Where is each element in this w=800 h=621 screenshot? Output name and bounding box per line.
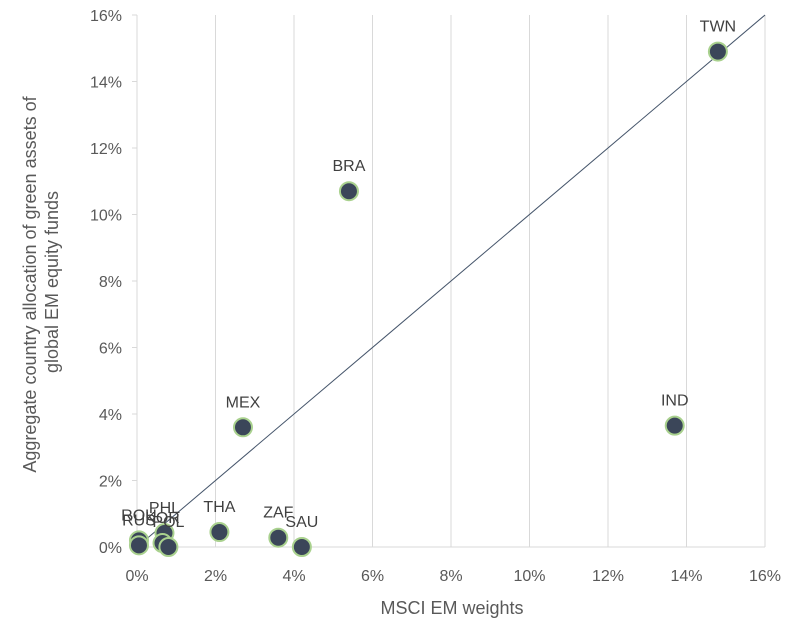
point-label-kor: KOR <box>145 510 180 527</box>
x-tick-label: 6% <box>361 568 384 585</box>
y-tick-label: 8% <box>99 274 122 291</box>
data-point-ind <box>664 415 685 436</box>
point-label-mex: MEX <box>226 394 261 411</box>
y-axis-title-line-1: Aggregate country allocation of green as… <box>20 95 40 472</box>
x-tick-label: 12% <box>592 568 624 585</box>
x-tick-label: 16% <box>749 568 781 585</box>
point-label-pol: POL <box>152 514 184 531</box>
y-tick-label: 6% <box>99 341 122 358</box>
point-label-twn: TWN <box>700 19 736 36</box>
y-tick-label: 14% <box>90 75 122 92</box>
x-tick-label: 8% <box>439 568 462 585</box>
point-label-sau: SAU <box>285 514 318 531</box>
data-point-zaf <box>268 527 289 548</box>
y-tick-label: 10% <box>90 208 122 225</box>
x-axis-ticks: 0% 2% 4% 6% 8% 10% 12% 14% 16% <box>125 568 781 585</box>
data-point-tha <box>209 522 230 543</box>
point-label-phl: PHL <box>149 500 180 517</box>
y-tick-label: 12% <box>90 141 122 158</box>
x-axis-title: MSCI EM weights <box>380 598 523 618</box>
data-point-sau <box>291 537 312 557</box>
point-label-rou: ROU <box>121 507 157 524</box>
point-label-rus: RUS <box>122 512 156 529</box>
x-tick-label: 2% <box>204 568 227 585</box>
point-label-bra: BRA <box>332 158 365 175</box>
data-point-bra <box>338 181 359 202</box>
data-point-mex <box>232 417 253 438</box>
x-tick-label: 0% <box>125 568 148 585</box>
y-tick-label: 16% <box>90 8 122 25</box>
x-tick-label: 4% <box>282 568 305 585</box>
data-points <box>128 41 728 557</box>
x-tick-label: 14% <box>670 568 702 585</box>
y-axis-title: Aggregate country allocation of green as… <box>20 91 62 472</box>
y-axis-ticks: 0% 2% 4% 6% 8% 10% 12% 14% 16% <box>90 8 137 557</box>
data-point-twn <box>707 41 728 62</box>
y-tick-label: 0% <box>99 540 122 557</box>
data-point-pol <box>158 537 179 557</box>
point-label-tha: THA <box>203 499 235 516</box>
reference-line <box>136 14 766 548</box>
y-axis-title-line-2: global EM equity funds <box>42 191 62 373</box>
point-label-ind: IND <box>661 393 689 410</box>
x-tick-label: 10% <box>513 568 545 585</box>
data-point-rus <box>128 535 149 556</box>
point-label-zaf: ZAF <box>263 505 293 522</box>
y-tick-label: 4% <box>99 407 122 424</box>
y-tick-label: 2% <box>99 474 122 491</box>
